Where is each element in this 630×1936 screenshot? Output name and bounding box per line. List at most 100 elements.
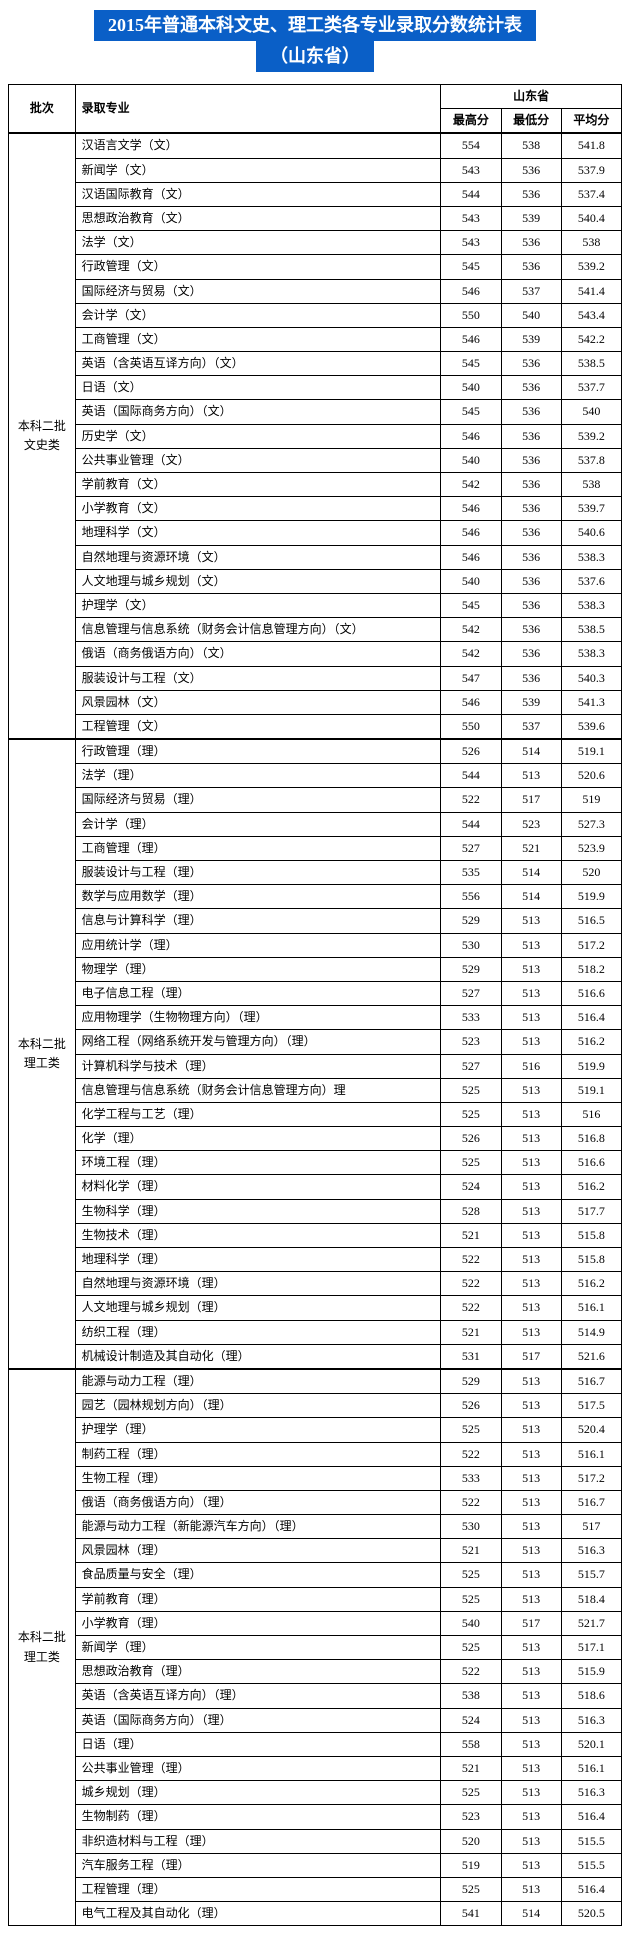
max-cell: 545 <box>441 352 501 376</box>
min-cell: 513 <box>501 1030 561 1054</box>
table-row: 公共事业管理（理）521513516.1 <box>9 1756 622 1780</box>
avg-cell: 539.2 <box>561 255 621 279</box>
major-cell: 工商管理（理） <box>75 836 441 860</box>
max-cell: 527 <box>441 1054 501 1078</box>
avg-cell: 519 <box>561 788 621 812</box>
max-cell: 546 <box>441 279 501 303</box>
avg-cell: 519.1 <box>561 1078 621 1102</box>
max-cell: 533 <box>441 1466 501 1490</box>
avg-cell: 543.4 <box>561 303 621 327</box>
min-cell: 537 <box>501 279 561 303</box>
avg-cell: 516.3 <box>561 1708 621 1732</box>
table-row: 环境工程（理）525513516.6 <box>9 1151 622 1175</box>
avg-cell: 539.6 <box>561 714 621 739</box>
table-row: 英语（国际商务方向）（文）545536540 <box>9 400 622 424</box>
min-cell: 513 <box>501 1078 561 1102</box>
major-cell: 应用物理学（生物物理方向）（理） <box>75 1006 441 1030</box>
major-cell: 小学教育（文） <box>75 497 441 521</box>
min-cell: 513 <box>501 1223 561 1247</box>
avg-cell: 539.7 <box>561 497 621 521</box>
max-cell: 520 <box>441 1829 501 1853</box>
avg-cell: 518.2 <box>561 957 621 981</box>
table-row: 俄语（商务俄语方向）（文）542536538.3 <box>9 642 622 666</box>
min-cell: 513 <box>501 981 561 1005</box>
table-row: 地理科学（文）546536540.6 <box>9 521 622 545</box>
min-cell: 536 <box>501 618 561 642</box>
major-cell: 俄语（商务俄语方向）（理） <box>75 1490 441 1514</box>
major-cell: 信息与计算科学（理） <box>75 909 441 933</box>
major-cell: 汉语言文学（文） <box>75 133 441 158</box>
table-row: 护理学（理）525513520.4 <box>9 1418 622 1442</box>
max-cell: 543 <box>441 158 501 182</box>
header-min: 最低分 <box>501 109 561 134</box>
min-cell: 536 <box>501 158 561 182</box>
avg-cell: 516.8 <box>561 1127 621 1151</box>
table-row: 国际经济与贸易（文）546537541.4 <box>9 279 622 303</box>
min-cell: 536 <box>501 255 561 279</box>
max-cell: 529 <box>441 957 501 981</box>
min-cell: 513 <box>501 1877 561 1901</box>
avg-cell: 537.7 <box>561 376 621 400</box>
major-cell: 机械设计制造及其自动化（理） <box>75 1344 441 1369</box>
avg-cell: 515.5 <box>561 1829 621 1853</box>
avg-cell: 538 <box>561 231 621 255</box>
max-cell: 522 <box>441 1442 501 1466</box>
major-cell: 制药工程（理） <box>75 1442 441 1466</box>
table-row: 工程管理（理）525513516.4 <box>9 1877 622 1901</box>
max-cell: 533 <box>441 1006 501 1030</box>
min-cell: 513 <box>501 1563 561 1587</box>
major-cell: 法学（文） <box>75 231 441 255</box>
major-cell: 生物工程（理） <box>75 1466 441 1490</box>
min-cell: 513 <box>501 1756 561 1780</box>
table-row: 公共事业管理（文）540536537.8 <box>9 448 622 472</box>
major-cell: 纺织工程（理） <box>75 1320 441 1344</box>
major-cell: 服装设计与工程（文） <box>75 666 441 690</box>
header-major: 录取专业 <box>75 85 441 134</box>
major-cell: 护理学（理） <box>75 1418 441 1442</box>
avg-cell: 517.2 <box>561 1466 621 1490</box>
min-cell: 513 <box>501 1320 561 1344</box>
avg-cell: 516.1 <box>561 1296 621 1320</box>
batch-cell: 本科二批理工类 <box>9 1369 76 1926</box>
table-row: 化学工程与工艺（理）525513516 <box>9 1102 622 1126</box>
table-row: 材料化学（理）524513516.2 <box>9 1175 622 1199</box>
major-cell: 电气工程及其自动化（理） <box>75 1902 441 1926</box>
table-row: 小学教育（理）540517521.7 <box>9 1611 622 1635</box>
table-row: 汉语国际教育（文）544536537.4 <box>9 182 622 206</box>
min-cell: 513 <box>501 1442 561 1466</box>
page-title: 2015年普通本科文史、理工类各专业录取分数统计表 （山东省） <box>8 10 622 72</box>
min-cell: 536 <box>501 352 561 376</box>
max-cell: 521 <box>441 1320 501 1344</box>
min-cell: 513 <box>501 909 561 933</box>
avg-cell: 538.5 <box>561 352 621 376</box>
min-cell: 536 <box>501 231 561 255</box>
table-row: 生物技术（理）521513515.8 <box>9 1223 622 1247</box>
major-cell: 法学（理） <box>75 764 441 788</box>
major-cell: 能源与动力工程（理） <box>75 1369 441 1394</box>
table-row: 本科二批理工类行政管理（理）526514519.1 <box>9 739 622 764</box>
avg-cell: 518.4 <box>561 1587 621 1611</box>
min-cell: 521 <box>501 836 561 860</box>
avg-cell: 515.5 <box>561 1853 621 1877</box>
max-cell: 542 <box>441 618 501 642</box>
major-cell: 会计学（理） <box>75 812 441 836</box>
major-cell: 服装设计与工程（理） <box>75 861 441 885</box>
major-cell: 行政管理（文） <box>75 255 441 279</box>
min-cell: 539 <box>501 206 561 230</box>
min-cell: 517 <box>501 1611 561 1635</box>
major-cell: 工商管理（文） <box>75 327 441 351</box>
max-cell: 544 <box>441 182 501 206</box>
table-row: 自然地理与资源环境（理）522513516.2 <box>9 1272 622 1296</box>
avg-cell: 516.6 <box>561 1151 621 1175</box>
major-cell: 汉语国际教育（文） <box>75 182 441 206</box>
avg-cell: 517.1 <box>561 1636 621 1660</box>
max-cell: 542 <box>441 473 501 497</box>
avg-cell: 520.4 <box>561 1418 621 1442</box>
major-cell: 工程管理（文） <box>75 714 441 739</box>
max-cell: 556 <box>441 885 501 909</box>
score-table: 批次 录取专业 山东省 最高分 最低分 平均分 本科二批文史类汉语言文学（文）5… <box>8 84 622 1926</box>
major-cell: 会计学（文） <box>75 303 441 327</box>
max-cell: 525 <box>441 1102 501 1126</box>
table-row: 法学（文）543536538 <box>9 231 622 255</box>
major-cell: 自然地理与资源环境（理） <box>75 1272 441 1296</box>
